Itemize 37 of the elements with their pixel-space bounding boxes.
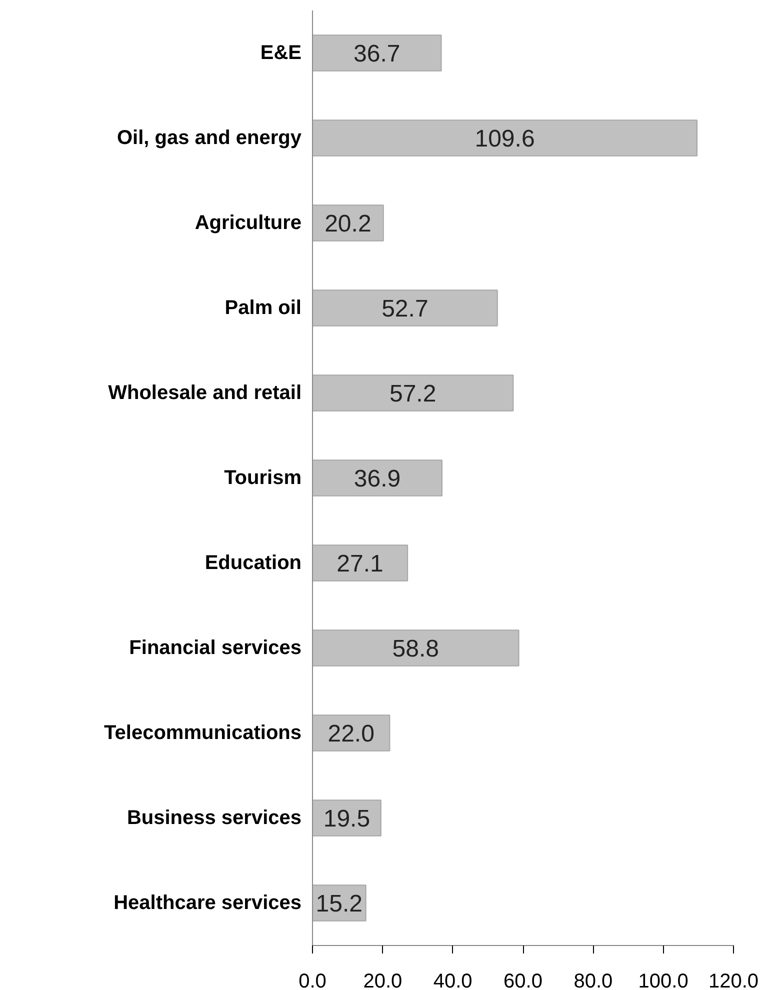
y-tick-label: Oil, gas and energy (117, 127, 302, 149)
x-tick-label: 60.0 (504, 970, 542, 990)
bar (312, 544, 408, 582)
bar (312, 290, 498, 326)
data-label: 27.1 (336, 550, 384, 578)
y-tick-label: Healthcare services (114, 892, 302, 914)
bar (312, 630, 520, 666)
bar (312, 374, 514, 412)
x-tick-label: 80.0 (574, 970, 613, 990)
bar (312, 714, 390, 752)
data-label: 52.7 (382, 296, 428, 322)
x-tick-label: 120.0 (708, 970, 759, 990)
data-label: 36.7 (354, 40, 400, 68)
y-tick-label: Telecommunications (104, 722, 302, 744)
data-label: 20.2 (324, 210, 372, 238)
x-tick-label: 40.0 (433, 970, 472, 990)
bar (312, 460, 442, 496)
bar (312, 34, 442, 72)
data-label: 36.9 (354, 466, 401, 492)
y-tick-label: Agriculture (194, 212, 302, 234)
data-label: 22.0 (328, 720, 374, 748)
data-label: 15.2 (316, 890, 363, 918)
bar (312, 120, 698, 156)
y-tick-label: Business services (126, 807, 302, 829)
data-label: 58.8 (392, 636, 440, 662)
y-tick-label: Financial services (129, 637, 302, 659)
y-tick-label: E&E (260, 42, 302, 64)
x-tick-label: 0.0 (298, 970, 326, 990)
data-label: 109.6 (474, 126, 535, 152)
data-label: 19.5 (323, 806, 370, 832)
y-tick-label: Palm oil (224, 297, 302, 319)
y-tick-label: Education (204, 552, 302, 574)
data-label: 57.2 (389, 380, 436, 408)
y-tick-label: Wholesale and retail (108, 382, 302, 404)
x-tick-label: 100.0 (638, 970, 688, 990)
y-tick-label: Tourism (224, 467, 302, 489)
x-tick-label: 20.0 (363, 970, 402, 990)
